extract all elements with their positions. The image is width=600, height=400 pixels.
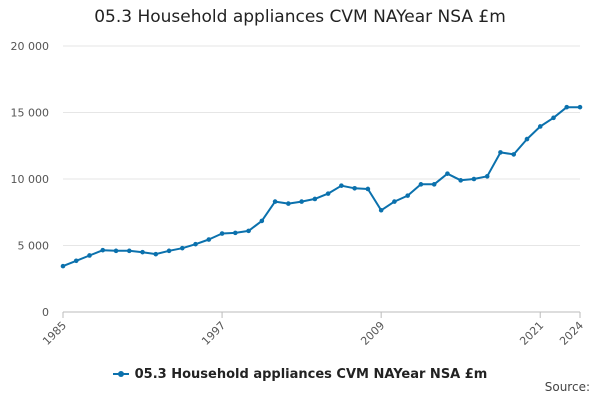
y-tick-label: 5 000 bbox=[18, 240, 50, 253]
data-point[interactable] bbox=[524, 136, 530, 142]
data-point[interactable] bbox=[113, 248, 119, 254]
data-point[interactable] bbox=[551, 115, 556, 121]
data-point[interactable] bbox=[511, 152, 517, 157]
data-point[interactable] bbox=[564, 104, 570, 110]
x-tick-label: 2021 bbox=[517, 319, 546, 348]
data-point[interactable] bbox=[498, 150, 503, 155]
data-point[interactable] bbox=[431, 182, 437, 187]
data-point[interactable] bbox=[418, 182, 424, 187]
data-point[interactable] bbox=[392, 199, 397, 204]
data-point[interactable] bbox=[180, 245, 185, 251]
x-tick-label: 1997 bbox=[199, 319, 228, 348]
data-point[interactable] bbox=[325, 191, 331, 196]
data-point[interactable] bbox=[378, 207, 384, 213]
data-point[interactable] bbox=[206, 237, 212, 242]
data-point[interactable] bbox=[405, 193, 410, 198]
data-point[interactable] bbox=[312, 196, 318, 202]
source-label: Source: bbox=[544, 380, 590, 394]
legend-label: 05.3 Household appliances CVM NAYear NSA… bbox=[134, 366, 488, 382]
data-point[interactable] bbox=[219, 231, 225, 236]
data-point[interactable] bbox=[193, 241, 198, 247]
data-point[interactable] bbox=[100, 247, 106, 253]
data-point[interactable] bbox=[87, 253, 92, 258]
data-point[interactable] bbox=[60, 263, 66, 269]
data-point[interactable] bbox=[140, 249, 145, 255]
x-tick-label: 2009 bbox=[358, 319, 387, 348]
grid-lines bbox=[63, 45, 580, 313]
y-tick-label: 0 bbox=[42, 306, 49, 319]
data-point[interactable] bbox=[445, 171, 450, 176]
data-point[interactable] bbox=[246, 228, 251, 234]
data-point[interactable] bbox=[153, 251, 159, 257]
chart-title: 05.3 Household appliances CVM NAYear NSA… bbox=[94, 7, 506, 27]
data-point[interactable] bbox=[537, 124, 543, 129]
data-point[interactable] bbox=[299, 199, 304, 204]
data-point[interactable] bbox=[577, 104, 583, 110]
data-point[interactable] bbox=[484, 174, 490, 179]
y-tick-label: 10 000 bbox=[11, 173, 50, 186]
data-point[interactable] bbox=[471, 176, 477, 182]
data-point[interactable] bbox=[272, 199, 278, 204]
data-point[interactable] bbox=[352, 186, 357, 191]
legend: 05.3 Household appliances CVM NAYear NSA… bbox=[0, 364, 600, 382]
data-point[interactable] bbox=[166, 248, 172, 254]
x-axis: 1985 1997 2009 2021 2024 bbox=[40, 311, 586, 348]
data-point[interactable] bbox=[259, 218, 265, 224]
x-tick-label: 1985 bbox=[40, 319, 69, 348]
data-point[interactable] bbox=[233, 230, 238, 236]
data-point[interactable] bbox=[286, 201, 291, 206]
y-axis: 0 5 000 10 000 15 000 20 000 bbox=[11, 40, 50, 319]
legend-item[interactable]: 05.3 Household appliances CVM NAYear NSA… bbox=[112, 366, 488, 382]
legend-line-marker-icon bbox=[112, 371, 129, 377]
y-tick-label: 15 000 bbox=[11, 107, 50, 120]
data-point[interactable] bbox=[458, 178, 463, 183]
series-layer bbox=[60, 104, 583, 269]
series-line[interactable] bbox=[62, 106, 580, 268]
y-tick-label: 20 000 bbox=[11, 40, 50, 53]
x-tick-label: 2024 bbox=[557, 319, 586, 348]
data-point[interactable] bbox=[126, 248, 132, 254]
data-point[interactable] bbox=[339, 183, 344, 188]
data-point[interactable] bbox=[73, 258, 79, 264]
data-point[interactable] bbox=[365, 186, 371, 192]
